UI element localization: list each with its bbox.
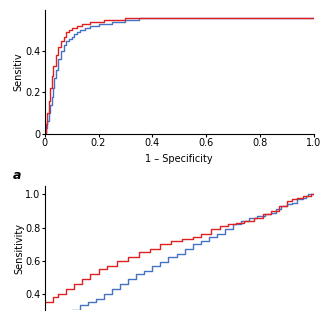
Text: a: a — [12, 169, 21, 182]
Y-axis label: Sensitiv: Sensitiv — [14, 52, 24, 91]
Y-axis label: Sensitivity: Sensitivity — [14, 223, 24, 274]
X-axis label: 1 – Specificity: 1 – Specificity — [145, 154, 213, 164]
